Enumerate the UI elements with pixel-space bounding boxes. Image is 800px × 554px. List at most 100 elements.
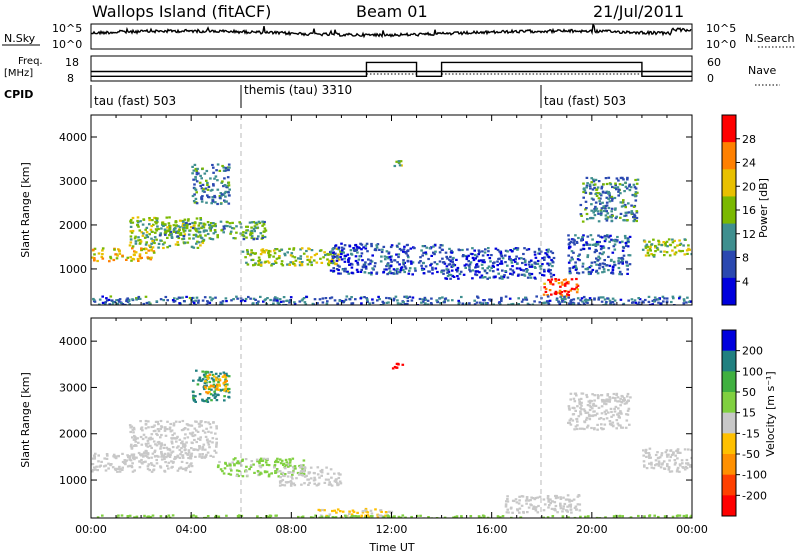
data-cell <box>305 474 308 477</box>
data-cell <box>632 220 636 223</box>
colorbar-swatch <box>722 495 736 517</box>
data-cell <box>606 399 609 403</box>
data-cell <box>232 227 236 230</box>
data-cell <box>198 445 201 448</box>
data-cell <box>215 377 218 380</box>
data-cell <box>245 236 248 239</box>
data-cell <box>433 253 436 256</box>
data-cell <box>611 185 614 189</box>
data-cell <box>127 299 131 302</box>
data-cell <box>107 462 110 465</box>
data-cell <box>274 296 277 299</box>
data-cell <box>658 456 662 459</box>
data-cell <box>340 253 343 256</box>
data-cell <box>685 458 689 462</box>
data-cell <box>141 437 145 441</box>
data-cell <box>192 396 195 399</box>
data-cell <box>614 183 617 187</box>
data-cell <box>582 247 586 251</box>
data-cell <box>532 505 536 508</box>
data-cell <box>263 230 266 233</box>
data-cell <box>150 470 154 473</box>
data-cell <box>518 257 521 260</box>
data-cell <box>359 297 363 300</box>
data-cell <box>345 295 349 298</box>
data-cell <box>283 473 287 476</box>
data-cell <box>181 442 185 445</box>
data-cell <box>593 251 597 254</box>
data-cell <box>612 414 615 417</box>
data-cell <box>348 245 352 248</box>
data-cell <box>586 426 589 429</box>
data-cell <box>214 175 218 178</box>
data-cell <box>676 466 680 469</box>
data-cell <box>455 515 459 518</box>
data-cell <box>657 464 661 467</box>
data-cell <box>588 298 592 301</box>
data-cell <box>562 507 565 510</box>
data-cell <box>194 400 197 403</box>
data-cell <box>160 450 163 454</box>
data-cell <box>192 398 195 401</box>
data-cell <box>567 421 570 424</box>
data-cell <box>569 300 572 303</box>
data-cell <box>249 234 252 237</box>
data-cell <box>194 420 197 423</box>
data-cell <box>551 283 555 286</box>
data-cell <box>177 225 180 228</box>
data-cell <box>370 273 373 276</box>
data-cell <box>559 295 562 298</box>
data-cell <box>195 440 198 444</box>
data-cell <box>211 188 214 191</box>
data-cell <box>628 183 631 186</box>
data-cell <box>516 247 520 250</box>
data-cell <box>121 460 125 464</box>
data-cell <box>168 516 172 518</box>
data-cell <box>299 248 302 251</box>
data-cell <box>434 267 438 270</box>
data-cell <box>100 460 103 463</box>
data-cell <box>617 412 621 415</box>
data-cell <box>207 397 211 400</box>
data-cell <box>162 446 166 449</box>
data-cell <box>198 378 201 381</box>
data-cell <box>362 266 365 269</box>
data-cell <box>144 460 147 463</box>
data-cell <box>212 378 215 381</box>
data-cell <box>452 275 456 278</box>
data-cell <box>224 384 228 388</box>
colorbar-swatch <box>722 454 736 476</box>
data-cell <box>367 515 371 518</box>
data-cell <box>144 449 148 452</box>
data-cell <box>468 266 471 269</box>
data-cell <box>191 165 194 168</box>
data-cell <box>101 295 104 298</box>
data-cell <box>501 257 505 260</box>
data-cell <box>575 283 579 286</box>
data-cell <box>329 483 332 486</box>
data-cell <box>194 299 197 302</box>
data-cell <box>125 299 128 303</box>
data-cell <box>223 399 226 402</box>
data-cell <box>509 272 512 275</box>
data-cell <box>557 300 560 303</box>
data-cell <box>241 459 244 462</box>
data-cell <box>494 275 497 278</box>
data-cell <box>378 298 381 301</box>
data-cell <box>280 248 284 251</box>
data-cell <box>659 250 663 253</box>
data-cell <box>558 289 562 292</box>
data-cell <box>175 231 178 234</box>
data-cell <box>337 483 340 486</box>
data-cell <box>499 516 502 518</box>
data-cell <box>206 370 209 373</box>
data-cell <box>643 515 646 518</box>
data-cell <box>226 390 230 393</box>
data-cell <box>430 254 433 257</box>
colorbar-tick-label: 12 <box>742 228 756 241</box>
data-cell <box>273 297 276 300</box>
data-cell <box>325 302 329 305</box>
data-cell <box>256 470 260 473</box>
data-cell <box>136 437 139 440</box>
